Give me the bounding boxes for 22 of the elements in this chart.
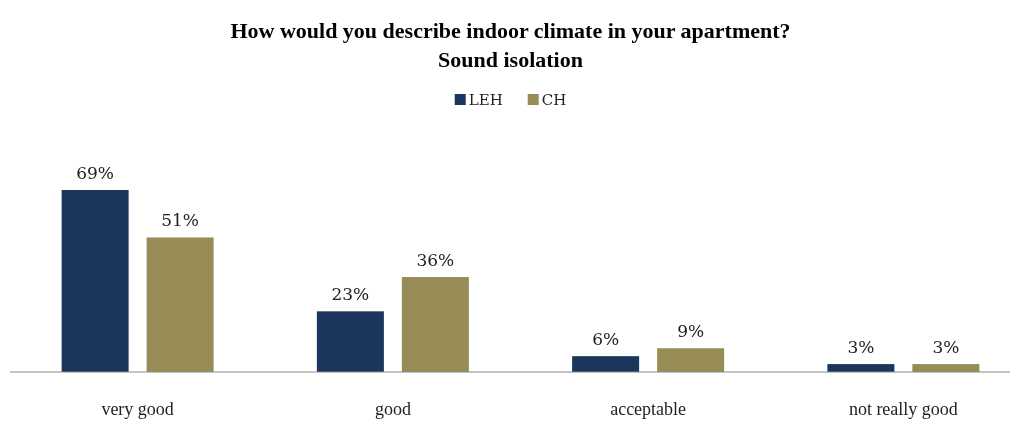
data-label: 3% [847, 337, 875, 358]
x-tick-label: acceptable [610, 399, 687, 419]
bar [316, 311, 384, 372]
data-label: 3% [932, 337, 960, 358]
data-label: 36% [416, 250, 455, 271]
legend-label: LEH [468, 91, 503, 109]
data-label: 51% [161, 210, 200, 231]
bar [401, 277, 469, 372]
data-label: 9% [677, 321, 705, 342]
bar [572, 356, 640, 372]
x-tick-label: very good [101, 399, 174, 419]
data-label: 23% [331, 284, 370, 305]
chart-title: How would you describe indoor climate in your apartment? [230, 18, 791, 43]
bar [146, 237, 214, 372]
x-tick-label: not really good [848, 399, 958, 419]
chart-subtitle: Sound isolation [438, 47, 583, 72]
bar [657, 348, 725, 372]
bar [61, 190, 129, 372]
data-label: 6% [592, 329, 620, 350]
x-tick-label: good [374, 399, 411, 419]
data-label: 69% [76, 163, 115, 183]
legend-label: CH [541, 91, 567, 109]
